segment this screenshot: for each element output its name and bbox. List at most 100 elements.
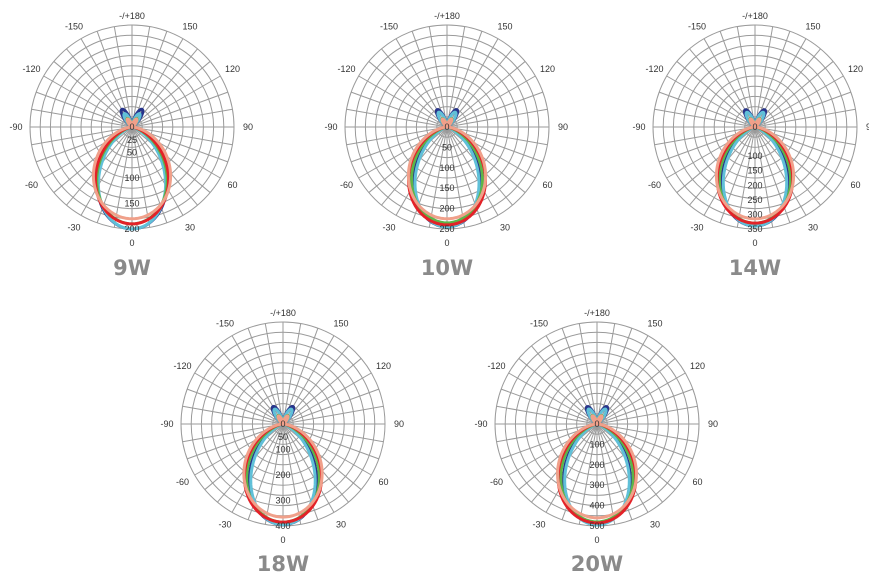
angle-tick-label: 120 xyxy=(848,64,863,74)
grid-spoke xyxy=(131,75,221,128)
polar-chart-10w: -150 -120 -90 -60 -30 0 30 60 90 120 150 -/+180 0 50 1… xyxy=(324,11,568,280)
angle-tick-label: 30 xyxy=(336,520,346,530)
polar-chart-18w: -150 -120 -90 -60 -30 0 30 60 90 120 150 -/+180 0 50 1… xyxy=(160,308,404,575)
intensity-curve-5 xyxy=(714,117,796,221)
angle-tick-label: 150 xyxy=(497,22,512,32)
angle-tick-label: 90 xyxy=(558,122,568,132)
grid-spoke xyxy=(282,358,362,425)
grid-spoke xyxy=(264,323,284,425)
grid-spoke xyxy=(654,126,756,146)
grid-spoke xyxy=(596,423,616,525)
chart-title: 14W xyxy=(729,256,781,280)
angle-tick-label: -60 xyxy=(25,180,38,190)
angle-tick-label: 0 xyxy=(752,238,757,248)
grid-spoke xyxy=(446,126,548,146)
grid-spoke xyxy=(264,423,284,525)
angle-tick-label: 150 xyxy=(182,22,197,32)
polar-chart-9w: -150 -120 -90 -60 -30 0 30 60 90 120 150 -/+180 0 25 5… xyxy=(9,11,253,280)
radial-tick-label: 100 xyxy=(589,439,604,449)
radial-tick-label: 350 xyxy=(747,224,762,234)
grid-spoke xyxy=(282,405,384,425)
radial-origin-label: 0 xyxy=(280,419,285,429)
radial-tick-label: 50 xyxy=(442,142,452,152)
radial-tick-label: 400 xyxy=(275,521,290,531)
angle-tick-label: -120 xyxy=(337,64,355,74)
intensity-curve-5 xyxy=(406,117,488,221)
grid-spoke xyxy=(131,91,229,128)
grid-spoke xyxy=(446,75,536,128)
grid-spoke xyxy=(703,126,756,216)
grid-spoke xyxy=(676,126,756,193)
grid-spoke xyxy=(31,126,133,146)
polar-chart-14w: -150 -120 -90 -60 -30 0 30 60 90 120 150 -/+180 0 100… xyxy=(632,11,869,280)
grid-spoke xyxy=(508,372,598,425)
grid-spoke xyxy=(736,26,756,128)
angle-tick-label-top: -/+180 xyxy=(270,308,296,318)
grid-spoke xyxy=(282,388,380,425)
grid-spoke xyxy=(658,91,756,128)
grid-spoke xyxy=(754,91,852,128)
angle-tick-label: 30 xyxy=(650,520,660,530)
grid-spoke xyxy=(346,108,448,128)
polar-chart-20w: -150 -120 -90 -60 -30 0 30 60 90 120 150 -/+180 0 100… xyxy=(474,308,718,575)
grid-spoke xyxy=(428,126,448,228)
grid-spoke xyxy=(446,108,548,128)
grid-spoke xyxy=(596,423,663,503)
grid-spoke xyxy=(282,323,302,425)
grid-spoke xyxy=(446,126,499,216)
grid-spoke xyxy=(496,423,598,443)
grid-spoke xyxy=(545,423,598,513)
angle-tick-label: -30 xyxy=(532,520,545,530)
grid-spoke xyxy=(754,126,834,193)
grid-spoke xyxy=(204,423,284,490)
angle-tick-label: 30 xyxy=(500,223,510,233)
angle-tick-label: -30 xyxy=(690,223,703,233)
angle-tick-label: -60 xyxy=(176,477,189,487)
angle-tick-label: 120 xyxy=(225,64,240,74)
grid-spoke xyxy=(31,108,133,128)
grid-spoke xyxy=(596,388,694,425)
radial-tick-label: 100 xyxy=(275,445,290,455)
radial-tick-label: 50 xyxy=(127,148,137,158)
angle-tick-label: 90 xyxy=(866,122,869,132)
radial-tick-label: 300 xyxy=(589,480,604,490)
grid-spoke xyxy=(350,91,448,128)
grid-spoke xyxy=(395,126,448,216)
grid-spoke xyxy=(368,126,448,193)
angle-tick-label: -60 xyxy=(340,180,353,190)
angle-tick-label: 60 xyxy=(542,180,552,190)
radial-tick-label: 200 xyxy=(747,180,762,190)
angle-tick-label: 90 xyxy=(243,122,253,132)
intensity-curve-5 xyxy=(91,117,173,221)
angle-tick-label: -150 xyxy=(65,22,83,32)
angle-tick-label-top: -/+180 xyxy=(584,308,610,318)
grid-spoke xyxy=(282,423,384,443)
radial-tick-label: 100 xyxy=(124,173,139,183)
grid-spoke xyxy=(596,323,616,425)
radial-tick-label: 150 xyxy=(747,166,762,176)
grid-spoke xyxy=(53,61,133,128)
grid-spoke xyxy=(182,423,284,443)
grid-spoke xyxy=(282,423,302,525)
grid-spoke xyxy=(131,126,233,146)
grid-spoke xyxy=(346,126,448,146)
grid-spoke xyxy=(131,38,184,128)
grid-spoke xyxy=(194,372,284,425)
grid-spoke xyxy=(80,126,133,216)
angle-tick-label: 60 xyxy=(227,180,237,190)
angle-tick-label: 60 xyxy=(692,477,702,487)
grid-spoke xyxy=(131,26,151,128)
angle-tick-label: -150 xyxy=(530,319,548,329)
radial-origin-label: 0 xyxy=(444,122,449,132)
grid-spoke xyxy=(182,405,284,425)
grid-spoke xyxy=(35,91,133,128)
angle-tick-label: 0 xyxy=(280,535,285,545)
angle-tick-label: -150 xyxy=(216,319,234,329)
angle-tick-label: -120 xyxy=(22,64,40,74)
angle-tick-label: 60 xyxy=(378,477,388,487)
grid-spoke xyxy=(186,388,284,425)
grid-spoke xyxy=(596,372,686,425)
grid-spoke xyxy=(754,126,807,216)
grid-spoke xyxy=(754,126,774,228)
grid-spoke xyxy=(131,126,151,228)
